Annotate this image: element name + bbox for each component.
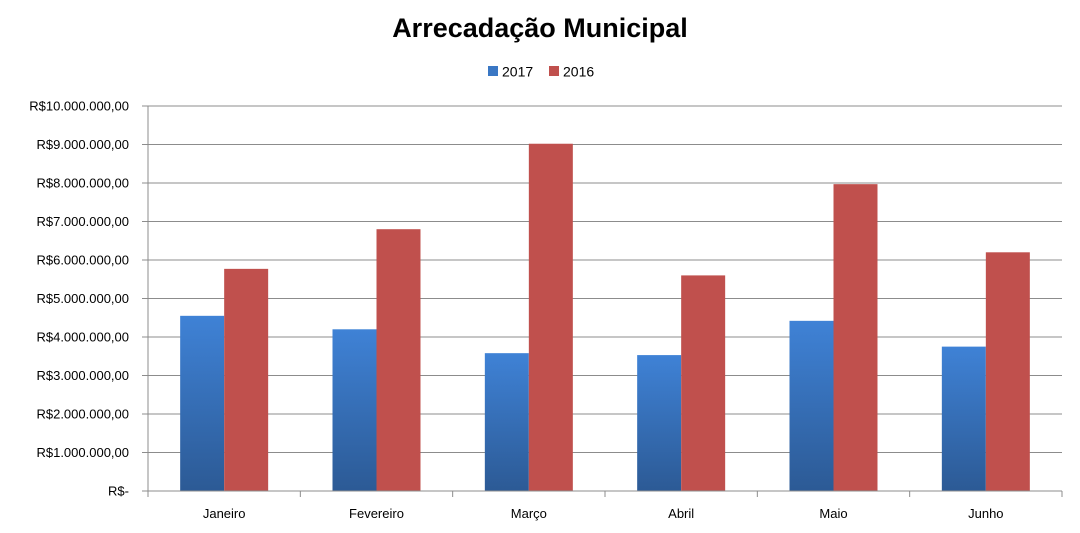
bar-2016-abril <box>681 275 726 491</box>
bar-2016-janeiro <box>224 268 269 491</box>
bar-2017-fevereiro <box>332 329 377 491</box>
y-tick-label: R$10.000.000,00 <box>29 99 129 114</box>
legend-swatch-2017 <box>488 66 498 76</box>
y-tick-label: R$1.000.000,00 <box>36 445 129 460</box>
bar-2017-janeiro <box>180 315 225 491</box>
axes <box>142 105 1063 497</box>
bar-2017-maio <box>789 320 834 491</box>
bar-2017-junho <box>941 346 986 491</box>
bar-2016-fevereiro <box>376 229 421 491</box>
y-tick-label: R$8.000.000,00 <box>36 176 129 191</box>
y-tick-label: R$6.000.000,00 <box>36 253 129 268</box>
y-tick-label: R$- <box>108 484 129 499</box>
y-tick-label: R$4.000.000,00 <box>36 330 129 345</box>
y-axis-labels: R$- R$1.000.000,00 R$2.000.000,00 R$3.000.0… <box>29 99 129 499</box>
y-tick-label: R$2.000.000,00 <box>36 407 129 422</box>
bar-2017-abril <box>637 355 682 491</box>
y-tick-label: R$3.000.000,00 <box>36 368 129 383</box>
legend-swatch-2016 <box>549 66 559 76</box>
gridlines <box>148 105 1062 453</box>
x-tick-label: Janeiro <box>203 506 246 521</box>
bar-2016-maio <box>833 184 878 491</box>
bars <box>180 143 1030 492</box>
y-tick-label: R$7.000.000,00 <box>36 214 129 229</box>
y-tick-label: R$9.000.000,00 <box>36 137 129 152</box>
x-axis-labels: Janeiro Fevereiro Março Abril Maio Junho <box>203 506 1004 521</box>
legend-label-2017: 2017 <box>502 64 533 80</box>
legend-label-2016: 2016 <box>563 64 594 80</box>
bar-2016-março <box>528 143 573 492</box>
x-tick-label: Maio <box>819 506 847 521</box>
x-tick-label: Março <box>511 506 547 521</box>
chart-title: Arrecadação Municipal <box>392 13 688 43</box>
x-tick-label: Junho <box>968 506 1003 521</box>
bar-2016-junho <box>985 252 1030 491</box>
x-tick-label: Fevereiro <box>349 506 404 521</box>
x-tick-label: Abril <box>668 506 694 521</box>
legend: 2017 2016 <box>488 64 594 80</box>
y-tick-label: R$5.000.000,00 <box>36 291 129 306</box>
bar-2017-março <box>484 353 529 491</box>
